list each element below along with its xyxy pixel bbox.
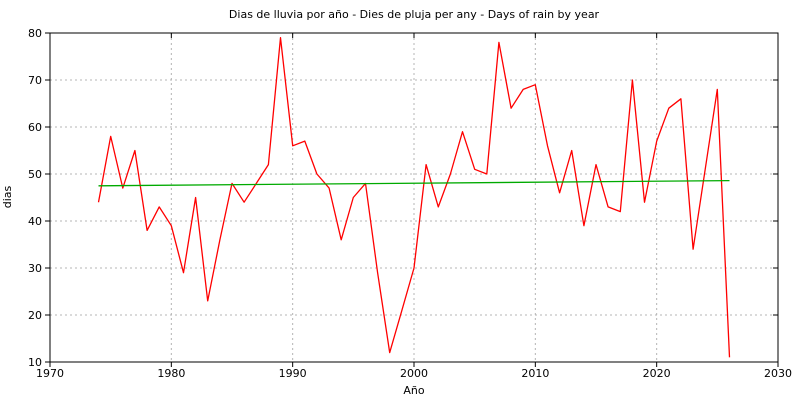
axis-ticks	[45, 32, 779, 367]
y-tick-label: 80	[28, 27, 42, 40]
y-tick-label: 50	[28, 168, 42, 181]
gridlines	[50, 33, 778, 362]
x-tick-label: 1980	[157, 367, 185, 380]
x-tick-label: 2030	[764, 367, 792, 380]
chart-title: Dias de lluvia por año - Dies de pluja p…	[229, 8, 600, 21]
x-tick-label: 1990	[279, 367, 307, 380]
x-tick-label: 2020	[643, 367, 671, 380]
x-tick-label: 2010	[521, 367, 549, 380]
y-tick-label: 30	[28, 262, 42, 275]
days-of-rain-line	[97, 37, 731, 358]
y-tick-label: 70	[28, 74, 42, 87]
x-axis-label: Año	[403, 384, 424, 397]
tick-labels: 1970 1980 1990 2000 2010 2020 2030102030405060…	[28, 27, 792, 380]
y-tick-label: 20	[28, 309, 42, 322]
y-tick-label: 60	[28, 121, 42, 134]
x-tick-label: 1970	[36, 367, 64, 380]
y-tick-label: 10	[28, 356, 42, 369]
y-tick-label: 40	[28, 215, 42, 228]
x-tick-label: 2000	[400, 367, 428, 380]
series-lines	[97, 37, 731, 358]
plot-border	[49, 32, 779, 363]
y-axis-label: dias	[1, 185, 14, 208]
trend-line	[98, 179, 730, 187]
